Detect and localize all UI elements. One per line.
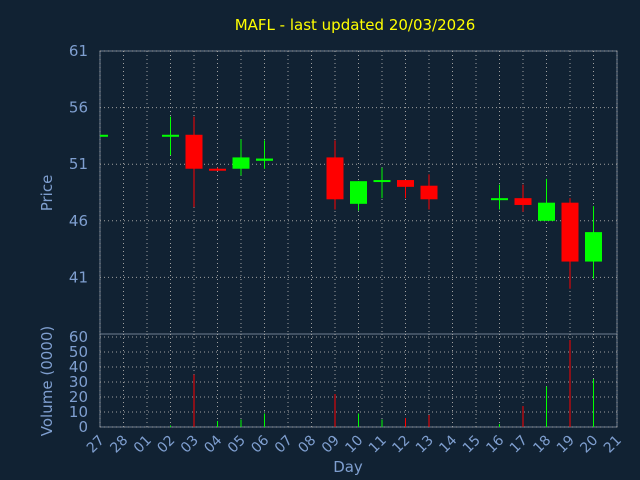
volume-tick-label: 10	[69, 403, 88, 421]
x-tick-label: 13	[413, 433, 437, 457]
x-tick-label: 01	[131, 433, 155, 457]
price-y-axis: 61 56 51 46 41	[69, 42, 88, 286]
x-tick-label: 15	[460, 433, 484, 457]
x-tick-label: 16	[483, 432, 507, 456]
x-axis-label: Day	[333, 458, 363, 476]
candle-body	[491, 198, 508, 201]
candle-body	[326, 157, 344, 200]
x-tick-label: 04	[201, 432, 225, 456]
x-tick-label: 10	[342, 433, 366, 457]
x-tick-label: 08	[295, 433, 319, 457]
volume-bars	[170, 340, 594, 427]
candle-body	[100, 134, 108, 137]
x-tick-label: 17	[507, 433, 531, 457]
volume-tick-label: 20	[69, 388, 88, 406]
volume-tick-label: 0	[78, 418, 88, 436]
volume-tick-label: 60	[69, 328, 88, 346]
candle-body	[256, 158, 273, 161]
volume-tick-label: 50	[69, 343, 88, 361]
candle-body	[209, 168, 226, 171]
price-tick-label: 41	[69, 268, 88, 286]
volume-tick-label: 30	[69, 373, 88, 391]
candle-body	[397, 180, 414, 187]
price-panel: 61 56 51 46 41 Price	[38, 42, 618, 335]
candle-body	[232, 157, 250, 169]
price-tick-label: 51	[69, 155, 88, 173]
x-tick-label: 20	[577, 433, 601, 457]
x-tick-label: 27	[84, 433, 108, 457]
candle-body	[585, 232, 602, 262]
candle-body	[538, 202, 555, 221]
x-tick-label: 12	[389, 433, 413, 457]
x-tick-label: 28	[107, 433, 131, 457]
candles	[100, 116, 602, 289]
candle-body	[373, 180, 391, 183]
price-tick-label: 56	[69, 99, 88, 117]
volume-axis-label: Volume (0000)	[38, 326, 56, 436]
candle-body	[185, 134, 203, 169]
x-tick-label: 07	[272, 433, 296, 457]
x-tick-label: 06	[248, 432, 272, 456]
volume-plot-frame	[99, 333, 618, 428]
candle-body	[162, 134, 179, 137]
x-tick-label: 21	[601, 433, 625, 457]
candle-body	[514, 198, 532, 205]
x-tick-label: 18	[530, 433, 554, 457]
price-tick-label: 46	[69, 212, 88, 230]
x-tick-label: 05	[225, 433, 249, 457]
candle-body	[420, 185, 438, 200]
chart-title: MAFL - last updated 20/03/2026	[235, 16, 476, 34]
candle-body	[561, 202, 579, 262]
x-tick-label: 03	[178, 433, 202, 457]
x-tick-label: 09	[319, 433, 343, 457]
x-tick-label: 14	[436, 432, 460, 456]
price-tick-label: 61	[69, 42, 88, 60]
x-tick-label: 11	[366, 433, 390, 457]
volume-tick-label: 40	[69, 358, 88, 376]
price-axis-label: Price	[38, 175, 56, 212]
x-tick-label: 02	[154, 433, 178, 457]
candle-body	[350, 181, 367, 204]
x-axis: 27 28 01 02 03 04 05 06 07 08 09 10 11 12 13 14 15 16 17 18…	[84, 432, 625, 456]
x-tick-label: 19	[554, 433, 578, 457]
